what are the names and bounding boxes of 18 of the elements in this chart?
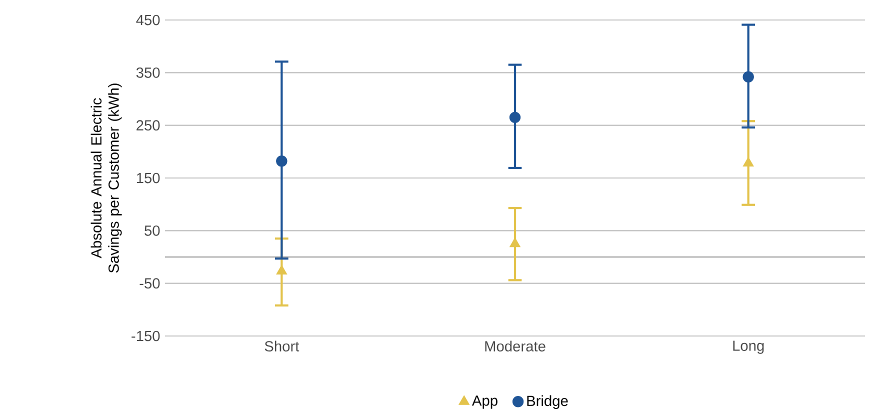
- point: [276, 264, 288, 274]
- point: [742, 71, 754, 82]
- legend-label: App: [472, 395, 498, 409]
- y-tick-label: -150: [132, 330, 160, 342]
- point: [509, 112, 521, 123]
- y-tick-label: 350: [136, 67, 160, 78]
- x-tick-label: Moderate: [485, 340, 546, 352]
- y-tick-label: 50: [144, 225, 160, 236]
- y-tick-label: 250: [136, 120, 160, 130]
- point: [742, 156, 754, 166]
- x-tick-label: Long: [733, 340, 764, 354]
- legend-label: Bridge: [527, 395, 568, 409]
- point: [276, 155, 288, 167]
- y-tick-label: 450: [136, 14, 160, 26]
- y-axis-title: Absolute Annual Electric Savings per Customer (kWh): [90, 83, 122, 273]
- y-tick-label: -50: [140, 278, 160, 288]
- y-tick-label: 150: [136, 172, 160, 184]
- x-tick-label: Short: [264, 340, 300, 352]
